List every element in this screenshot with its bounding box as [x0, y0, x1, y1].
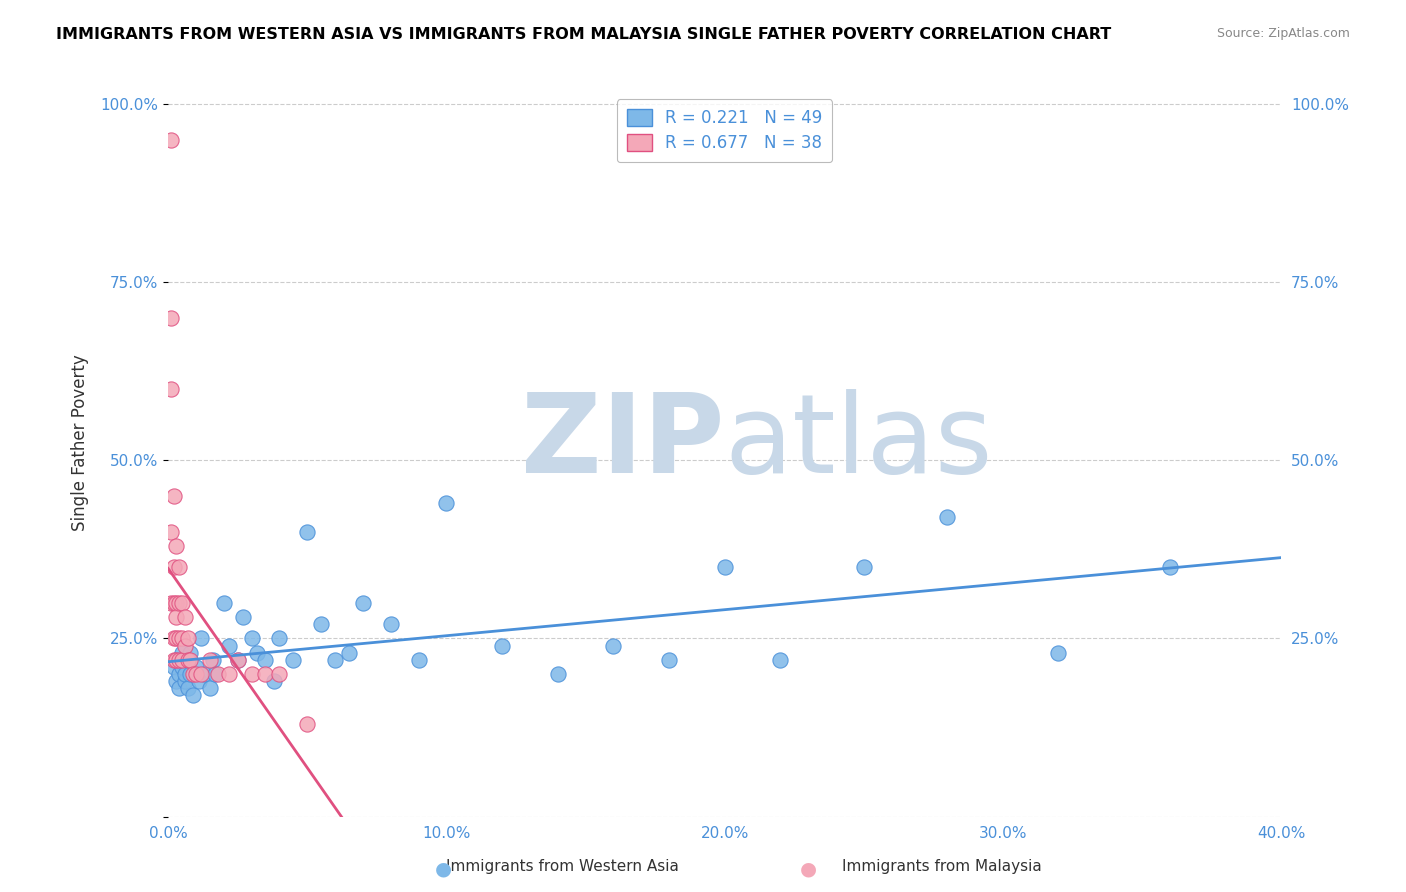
Point	[1047, 646, 1070, 660]
Point	[1159, 560, 1181, 574]
Point	[232, 610, 254, 624]
Point	[167, 596, 190, 610]
Y-axis label: Single Father Poverty: Single Father Poverty	[72, 354, 89, 531]
Point	[170, 646, 193, 660]
Point	[165, 539, 187, 553]
Text: Immigrants from Western Asia: Immigrants from Western Asia	[446, 859, 679, 874]
Point	[162, 653, 184, 667]
Point	[165, 596, 187, 610]
Point	[380, 617, 402, 632]
Point	[160, 310, 183, 325]
Point	[176, 632, 198, 646]
Point	[165, 653, 187, 667]
Point	[309, 617, 332, 632]
Point	[181, 689, 204, 703]
Point	[408, 653, 430, 667]
Point	[207, 667, 229, 681]
Point	[852, 560, 875, 574]
Point	[179, 653, 201, 667]
Point	[254, 653, 277, 667]
Point	[263, 674, 285, 689]
Point	[170, 653, 193, 667]
Point	[173, 674, 195, 689]
Point	[295, 717, 318, 731]
Point	[179, 646, 201, 660]
Text: ●: ●	[800, 859, 817, 879]
Point	[226, 653, 249, 667]
Point	[167, 667, 190, 681]
Point	[193, 667, 215, 681]
Text: Immigrants from Malaysia: Immigrants from Malaysia	[842, 859, 1042, 874]
Point	[167, 632, 190, 646]
Point	[212, 596, 235, 610]
Text: Source: ZipAtlas.com: Source: ZipAtlas.com	[1216, 27, 1350, 40]
Point	[165, 632, 187, 646]
Point	[165, 610, 187, 624]
Point	[769, 653, 792, 667]
Point	[160, 596, 183, 610]
Point	[179, 667, 201, 681]
Text: ZIP: ZIP	[522, 389, 724, 496]
Point	[491, 639, 513, 653]
Point	[936, 510, 959, 524]
Text: atlas: atlas	[724, 389, 993, 496]
Point	[162, 632, 184, 646]
Point	[167, 681, 190, 696]
Point	[170, 660, 193, 674]
Point	[165, 674, 187, 689]
Legend: R = 0.221   N = 49, R = 0.677   N = 38: R = 0.221 N = 49, R = 0.677 N = 38	[617, 99, 832, 162]
Point	[269, 667, 291, 681]
Point	[254, 667, 277, 681]
Point	[184, 660, 207, 674]
Point	[547, 667, 569, 681]
Point	[198, 681, 221, 696]
Point	[204, 667, 226, 681]
Point	[170, 632, 193, 646]
Point	[201, 653, 224, 667]
Point	[173, 639, 195, 653]
Point	[240, 667, 263, 681]
Point	[269, 632, 291, 646]
Point	[187, 674, 209, 689]
Point	[352, 596, 374, 610]
Point	[184, 667, 207, 681]
Point	[190, 667, 212, 681]
Point	[173, 610, 195, 624]
Point	[173, 667, 195, 681]
Point	[181, 667, 204, 681]
Point	[162, 489, 184, 503]
Point	[167, 653, 190, 667]
Point	[337, 646, 360, 660]
Point	[162, 660, 184, 674]
Point	[434, 496, 457, 510]
Point	[246, 646, 269, 660]
Point	[190, 632, 212, 646]
Text: ●: ●	[434, 859, 451, 879]
Point	[170, 596, 193, 610]
Point	[162, 560, 184, 574]
Point	[198, 653, 221, 667]
Point	[176, 653, 198, 667]
Point	[160, 524, 183, 539]
Point	[658, 653, 681, 667]
Point	[160, 133, 183, 147]
Point	[160, 382, 183, 396]
Point	[176, 681, 198, 696]
Point	[295, 524, 318, 539]
Point	[713, 560, 735, 574]
Point	[162, 596, 184, 610]
Point	[323, 653, 346, 667]
Point	[218, 667, 240, 681]
Text: IMMIGRANTS FROM WESTERN ASIA VS IMMIGRANTS FROM MALAYSIA SINGLE FATHER POVERTY C: IMMIGRANTS FROM WESTERN ASIA VS IMMIGRAN…	[56, 27, 1112, 42]
Point	[240, 632, 263, 646]
Point	[176, 653, 198, 667]
Point	[218, 639, 240, 653]
Point	[167, 560, 190, 574]
Point	[283, 653, 305, 667]
Point	[602, 639, 624, 653]
Point	[226, 653, 249, 667]
Point	[165, 653, 187, 667]
